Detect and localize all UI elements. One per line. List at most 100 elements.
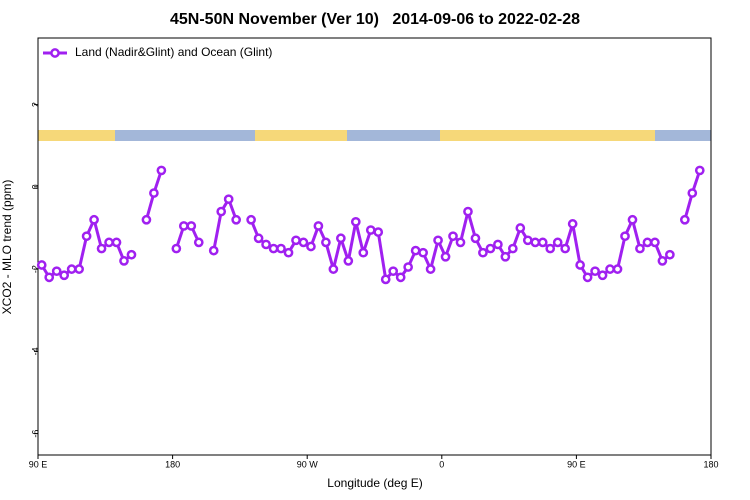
y-tick-label: -2 xyxy=(30,265,40,273)
data-point xyxy=(350,216,361,227)
data-point xyxy=(283,247,294,258)
data-point xyxy=(552,237,563,248)
data-point xyxy=(418,247,428,258)
data-point xyxy=(665,249,675,260)
data-point xyxy=(156,165,167,176)
data-point xyxy=(485,243,496,254)
data-point xyxy=(119,256,129,266)
data-point xyxy=(642,237,653,248)
data-point xyxy=(89,214,99,225)
data-point xyxy=(231,214,242,225)
data-point xyxy=(59,270,70,281)
data-point xyxy=(590,266,600,277)
data-point xyxy=(141,214,152,225)
legend-marker xyxy=(50,48,60,58)
ocean-band xyxy=(38,130,711,141)
data-point xyxy=(635,243,645,254)
data-point xyxy=(612,264,623,274)
data-point xyxy=(657,256,668,266)
data-point xyxy=(268,243,279,254)
data-point xyxy=(380,274,391,285)
data-point xyxy=(575,260,585,270)
data-point xyxy=(291,235,301,246)
data-point xyxy=(193,237,204,248)
data-point xyxy=(620,231,630,242)
data-point xyxy=(627,214,638,225)
data-point xyxy=(679,214,690,225)
data-point xyxy=(530,237,541,248)
data-point xyxy=(478,247,488,258)
land-band xyxy=(440,130,655,141)
data-point xyxy=(440,251,451,262)
x-tick-label: 90 E xyxy=(567,459,586,469)
data-point xyxy=(66,264,77,274)
data-point xyxy=(507,243,518,254)
x-axis-label: Longitude (deg E) xyxy=(327,476,422,490)
data-point xyxy=(448,231,458,242)
data-point xyxy=(306,241,316,252)
data-point xyxy=(582,272,593,283)
data-point xyxy=(650,237,660,248)
data-point xyxy=(500,251,511,262)
y-tick-label: -6 xyxy=(30,430,40,438)
data-point xyxy=(336,233,346,244)
data-point xyxy=(223,194,234,205)
data-point xyxy=(276,243,286,254)
data-point xyxy=(111,237,122,248)
x-tick-label: 180 xyxy=(165,459,180,469)
data-point xyxy=(246,214,256,225)
land-band xyxy=(38,130,115,141)
data-point xyxy=(433,235,443,246)
land-ocean-strip xyxy=(38,130,711,141)
legend-item: Land (Nadir&Glint) and Ocean (Glint) xyxy=(43,45,272,59)
data-point xyxy=(81,231,92,242)
data-point xyxy=(261,239,271,250)
y-tick-label: 0 xyxy=(30,184,40,189)
data-point xyxy=(171,243,182,254)
data-point xyxy=(321,237,331,248)
data-point xyxy=(36,260,47,270)
data-point xyxy=(186,221,197,231)
data-point xyxy=(365,225,376,235)
data-point xyxy=(493,239,503,250)
data-point xyxy=(149,188,159,198)
data-point xyxy=(605,264,615,274)
data-point xyxy=(74,264,84,274)
data-point xyxy=(216,206,227,217)
data-point xyxy=(410,245,421,256)
x-tick-label: 90 E xyxy=(29,459,48,469)
data-point xyxy=(253,233,264,244)
plot-frame xyxy=(37,37,712,456)
data-point xyxy=(395,272,406,283)
land-band xyxy=(255,130,347,141)
y-axis-label: XCO2 - MLO trend (ppm) xyxy=(0,180,14,315)
data-point xyxy=(545,243,556,254)
x-tick-label: 90 W xyxy=(297,459,319,469)
data-point xyxy=(567,219,578,229)
x-tick-label: 180 xyxy=(703,459,718,469)
data-point xyxy=(51,266,62,277)
x-tick-label: 0 xyxy=(439,459,444,469)
data-point xyxy=(96,243,107,254)
data-point xyxy=(208,245,219,256)
data-point xyxy=(455,237,466,248)
series-line xyxy=(40,169,702,281)
y-tick-label: -4 xyxy=(30,347,40,355)
data-point xyxy=(178,221,189,231)
data-point xyxy=(358,247,369,258)
data-point xyxy=(44,272,55,283)
data-point xyxy=(403,262,413,272)
data-point xyxy=(470,233,481,244)
chart-title: 45N-50N November (Ver 10) 2014-09-06 to … xyxy=(170,11,580,28)
data-point xyxy=(126,249,137,260)
data-point xyxy=(313,221,324,231)
data-point xyxy=(343,256,354,266)
data-point xyxy=(597,270,608,281)
data-point xyxy=(522,235,533,246)
data-point xyxy=(388,266,399,277)
data-point xyxy=(537,237,548,248)
data-point xyxy=(694,165,705,176)
data-point xyxy=(298,237,309,248)
data-point xyxy=(463,206,473,217)
data-point xyxy=(425,264,436,274)
